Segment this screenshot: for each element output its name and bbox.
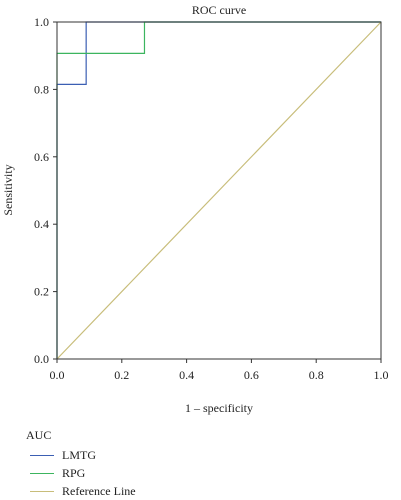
legend-label-lmtg: LMTG <box>62 447 96 462</box>
x-tick-label: 0.2 <box>114 368 129 382</box>
y-tick-label: 0.8 <box>34 82 49 96</box>
y-tick-label: 0.0 <box>34 352 49 366</box>
legend-swatch-lmtg <box>30 454 54 456</box>
legend-label-rpg: RPG <box>62 465 86 480</box>
legend-swatch-rpg <box>30 472 54 474</box>
plot-frame <box>56 21 382 360</box>
legend-swatch-reference-line <box>30 490 54 492</box>
chart-title: ROC curve <box>192 3 246 17</box>
x-tick-label: 0.8 <box>309 368 324 382</box>
x-tick-label: 1.0 <box>374 368 389 382</box>
legend-title: AUC <box>26 428 52 442</box>
x-tick-label: 0.6 <box>244 368 259 382</box>
y-tick-label: 0.4 <box>34 217 49 231</box>
y-tick-label: 0.6 <box>34 150 49 164</box>
y-tick-label: 1.0 <box>34 15 49 29</box>
y-axis-ticks: 0.0 0.2 0.4 0.6 0.8 1.0 <box>34 15 57 366</box>
series-layer <box>56 21 382 360</box>
series-line-reference-line <box>56 21 382 360</box>
x-tick-label: 0.0 <box>50 368 65 382</box>
x-tick-label: 0.4 <box>179 368 194 382</box>
legend-item-reference-line: Reference Line <box>30 482 136 500</box>
legend: AUC LMTG RPG Reference Line <box>26 428 136 500</box>
legend-label-reference-line: Reference Line <box>62 483 136 498</box>
x-axis-label: 1 – specificity <box>185 401 253 415</box>
legend-item-lmtg: LMTG <box>30 446 136 464</box>
legend-item-rpg: RPG <box>30 464 136 482</box>
y-axis-label: Sensitivity <box>1 164 15 215</box>
y-tick-label: 0.2 <box>34 285 49 299</box>
x-axis-ticks: 0.0 0.2 0.4 0.6 0.8 1.0 <box>50 359 389 382</box>
